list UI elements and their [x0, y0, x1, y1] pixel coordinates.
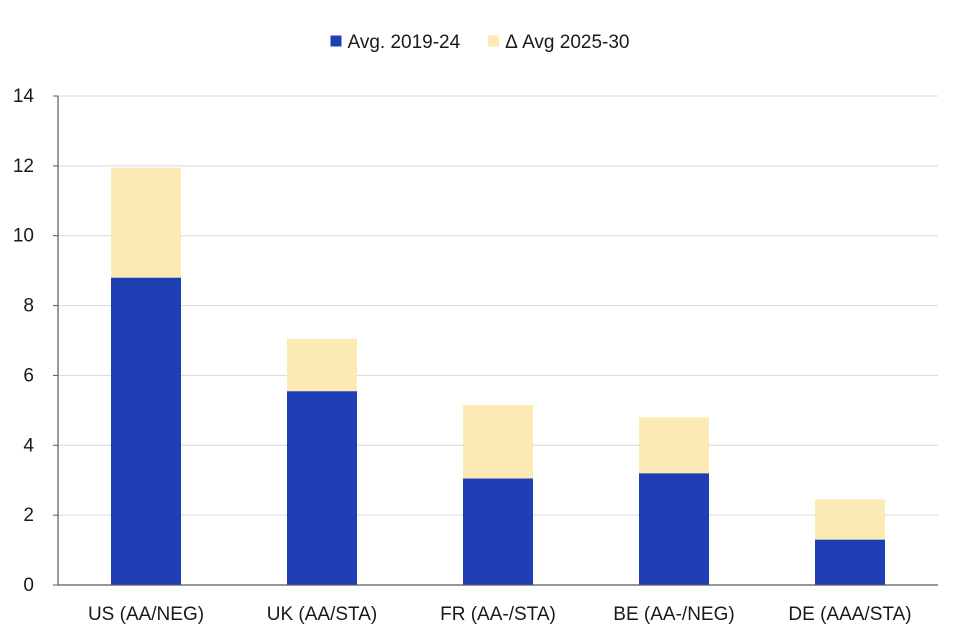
bar-de-aaa-sta-avg-2019-24 [815, 539, 885, 585]
bar-uk-aa-sta-avg-2019-24 [287, 391, 357, 585]
legend-swatch-avg-2019-24 [330, 35, 342, 47]
x-tick-label: BE (AA-/NEG) [613, 604, 734, 625]
legend-swatch-avg-2025-30 [488, 35, 500, 47]
y-tick-label: 12 [13, 156, 34, 177]
y-tick-label: 10 [13, 226, 34, 247]
y-tick-label: 6 [23, 365, 34, 386]
legend-label: Δ Avg 2025-30 [505, 32, 629, 53]
bar-de-aaa-sta-avg-2025-30 [815, 499, 885, 540]
y-tick-label: 4 [23, 435, 34, 456]
x-tick-label: FR (AA-/STA) [440, 604, 556, 625]
bar-fr-aa-sta-avg-2025-30 [463, 405, 533, 479]
bar-uk-aa-sta-avg-2025-30 [287, 338, 357, 392]
gridlines [58, 95, 938, 516]
legend: Avg. 2019-24 Δ Avg 2025-30 [330, 32, 630, 53]
bar-be-aa-neg-avg-2019-24 [639, 473, 709, 585]
legend-label: Avg. 2019-24 [347, 32, 460, 53]
x-axis: US (AA/NEG) UK (AA/STA) FR (AA-/STA) BE (AA… [58, 584, 938, 625]
y-tick-label: 8 [23, 296, 34, 317]
y-tick-label: 2 [23, 505, 34, 526]
bar-us-aa-neg-avg-2025-30 [111, 167, 181, 278]
bar-be-aa-neg-avg-2025-30 [639, 417, 709, 474]
bars [111, 167, 885, 585]
bar-fr-aa-sta-avg-2019-24 [463, 478, 533, 585]
y-tick-label: 0 [23, 575, 34, 596]
x-tick-label: DE (AAA/STA) [788, 604, 911, 625]
bar-us-aa-neg-avg-2019-24 [111, 277, 181, 585]
y-tick-label: 14 [13, 86, 35, 107]
x-tick-label: UK (AA/STA) [267, 604, 378, 625]
x-tick-label: US (AA/NEG) [88, 604, 204, 625]
y-axis: 0 2 4 6 8 10 12 14 [13, 86, 59, 596]
